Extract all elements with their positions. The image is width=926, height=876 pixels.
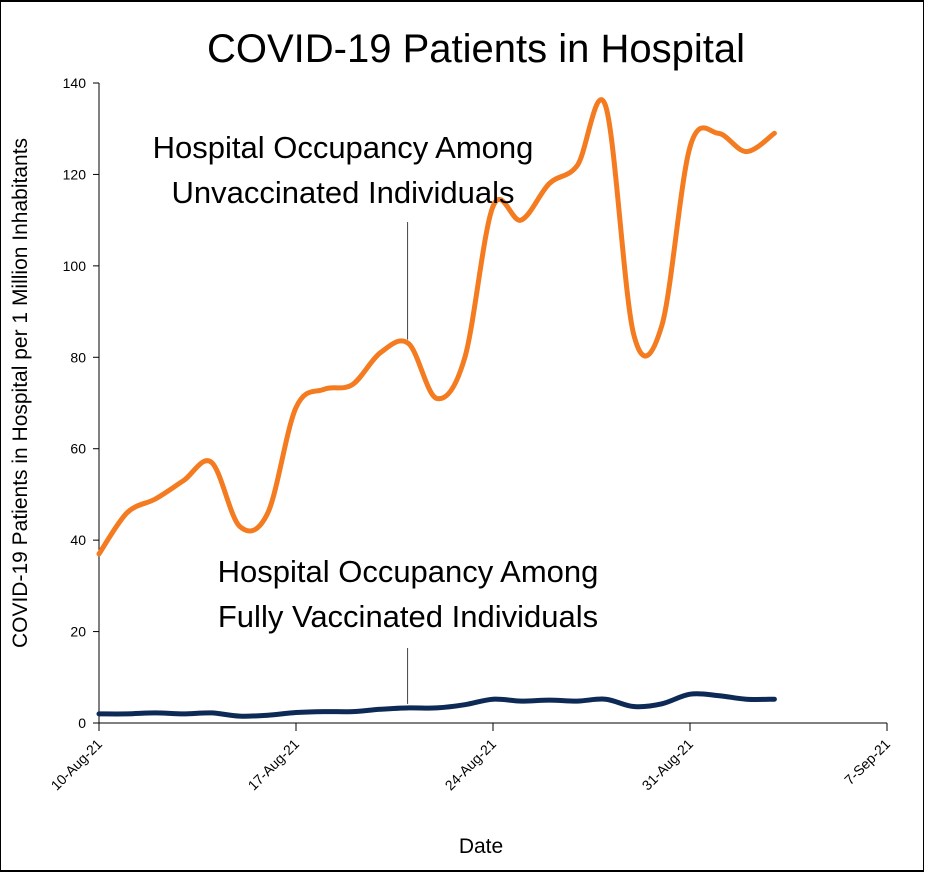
y-tick-label: 20 <box>70 624 86 640</box>
x-tick-label: 7-Sep-21 <box>841 736 893 788</box>
x-tick-label: 10-Aug-21 <box>48 736 106 794</box>
series-line-unvaccinated <box>96 97 777 557</box>
y-axis-label: COVID-19 Patients in Hospital per 1 Mill… <box>9 138 32 648</box>
annotation-text: Hospital Occupancy Among <box>218 554 599 589</box>
annotation-layer: Hospital Occupancy Among Unvaccinated Ind… <box>153 130 599 704</box>
y-tick-label: 80 <box>70 349 86 365</box>
annotation-text: Unvaccinated Individuals <box>172 175 515 210</box>
series-line-fully-vaccinated <box>96 691 777 719</box>
x-axis: 10-Aug-21 17-Aug-21 24-Aug-21 31-Aug-21 7-Se… <box>48 722 893 794</box>
y-axis: 0 20 40 60 80 100 120 140 <box>63 75 100 731</box>
y-tick-label: 60 <box>70 441 86 457</box>
y-tick-label: 40 <box>70 532 86 548</box>
annotation-text: Hospital Occupancy Among <box>153 130 534 165</box>
x-tick-label: 17-Aug-21 <box>245 736 303 794</box>
chart-title: COVID-19 Patients in Hospital <box>207 27 745 71</box>
y-tick-label: 100 <box>63 258 87 274</box>
x-tick-label: 24-Aug-21 <box>442 736 500 794</box>
x-axis-label: Date <box>459 835 503 858</box>
y-tick-label: 120 <box>63 166 87 182</box>
x-tick-label: 31-Aug-21 <box>639 736 697 794</box>
y-tick-label: 140 <box>63 75 87 91</box>
y-tick-label: 0 <box>78 715 86 731</box>
annotation-text: Fully Vaccinated Individuals <box>218 599 598 634</box>
series-layer <box>96 97 777 719</box>
